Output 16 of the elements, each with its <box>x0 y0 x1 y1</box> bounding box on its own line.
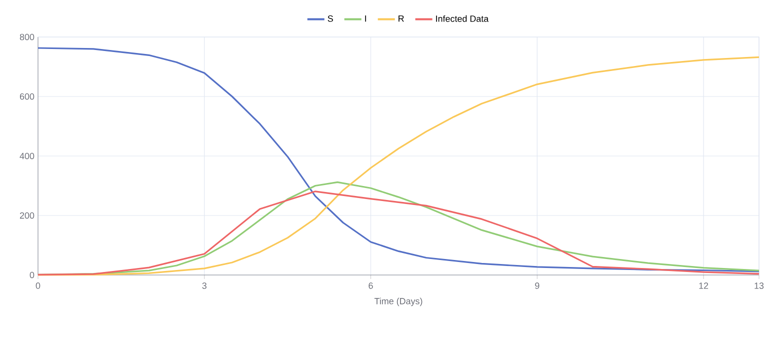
x-tick-label: 6 <box>368 282 373 289</box>
x-tick-label: 13 <box>754 282 764 289</box>
x-axis-title: Time (Days) <box>374 298 422 306</box>
x-tick-label: 3 <box>202 282 206 289</box>
legend-label: Infected Data <box>436 15 489 22</box>
x-tick-label: 12 <box>699 282 708 289</box>
legend-label: I <box>365 15 366 22</box>
y-tick-label: 200 <box>20 212 34 219</box>
x-tick-label: 9 <box>535 282 540 289</box>
x-tick-label: 0 <box>36 282 40 289</box>
legend-label: R <box>398 15 404 22</box>
legend-label: S <box>328 15 333 22</box>
y-tick-label: 600 <box>20 93 34 100</box>
y-tick-label: 400 <box>20 152 34 160</box>
y-tick-label: 800 <box>20 34 34 40</box>
y-tick-label: 0 <box>30 272 34 278</box>
